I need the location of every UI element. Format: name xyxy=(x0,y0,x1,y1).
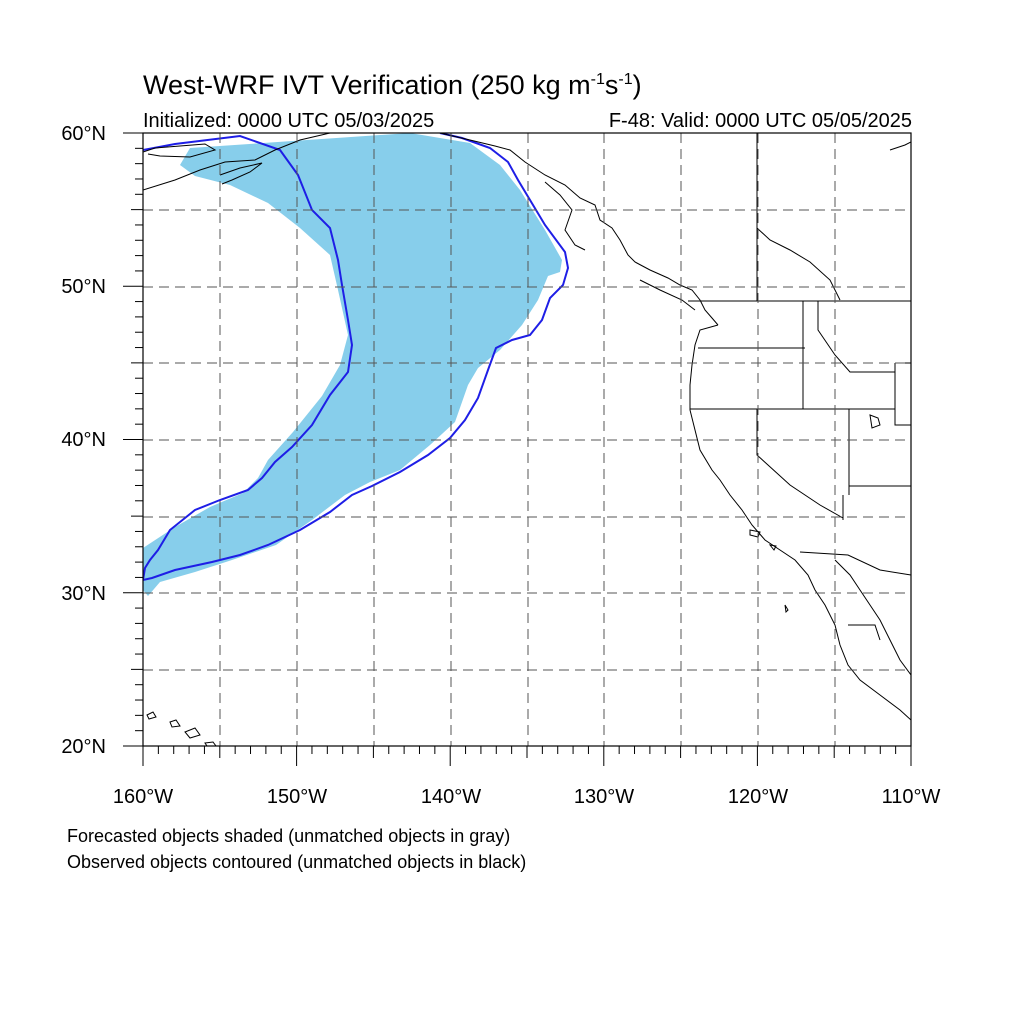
lat-label-30n: 30°N xyxy=(61,583,106,605)
lat-label-20n: 20°N xyxy=(61,736,106,758)
initialized-label: Initialized: 0000 UTC 05/03/2025 xyxy=(143,110,435,132)
lon-label-150w: 150°W xyxy=(266,786,328,808)
forecast-ivt-object xyxy=(143,133,562,596)
lon-label-130w: 130°W xyxy=(573,786,635,808)
map-title: West-WRF IVT Verification (250 kg m-1s-1… xyxy=(143,70,642,101)
lat-label-60n: 60°N xyxy=(61,123,106,145)
coastlines xyxy=(143,133,911,746)
lat-label-40n: 40°N xyxy=(61,429,106,451)
lon-label-140w: 140°W xyxy=(420,786,482,808)
note-observed: Observed objects contoured (unmatched ob… xyxy=(67,852,527,872)
lon-label-110w: 110°W xyxy=(881,786,941,808)
axis-ticks xyxy=(123,132,912,766)
title-exponent-1: -1 xyxy=(590,71,605,88)
title-exponent-2: -1 xyxy=(618,71,633,88)
political-borders xyxy=(688,133,911,641)
graticule xyxy=(143,133,911,746)
observed-ivt-contour xyxy=(143,133,570,582)
note-forecast: Forecasted objects shaded (unmatched obj… xyxy=(67,826,511,846)
title-unit-s: s xyxy=(604,70,619,100)
title-text: West-WRF IVT Verification (250 kg m xyxy=(143,70,591,100)
lon-label-120w: 120°W xyxy=(727,786,789,808)
lat-label-50n: 50°N xyxy=(61,276,106,298)
valid-label: F-48: Valid: 0000 UTC 05/05/2025 xyxy=(608,110,912,132)
lon-label-160w: 160°W xyxy=(112,786,174,808)
title-close: ) xyxy=(632,70,642,100)
